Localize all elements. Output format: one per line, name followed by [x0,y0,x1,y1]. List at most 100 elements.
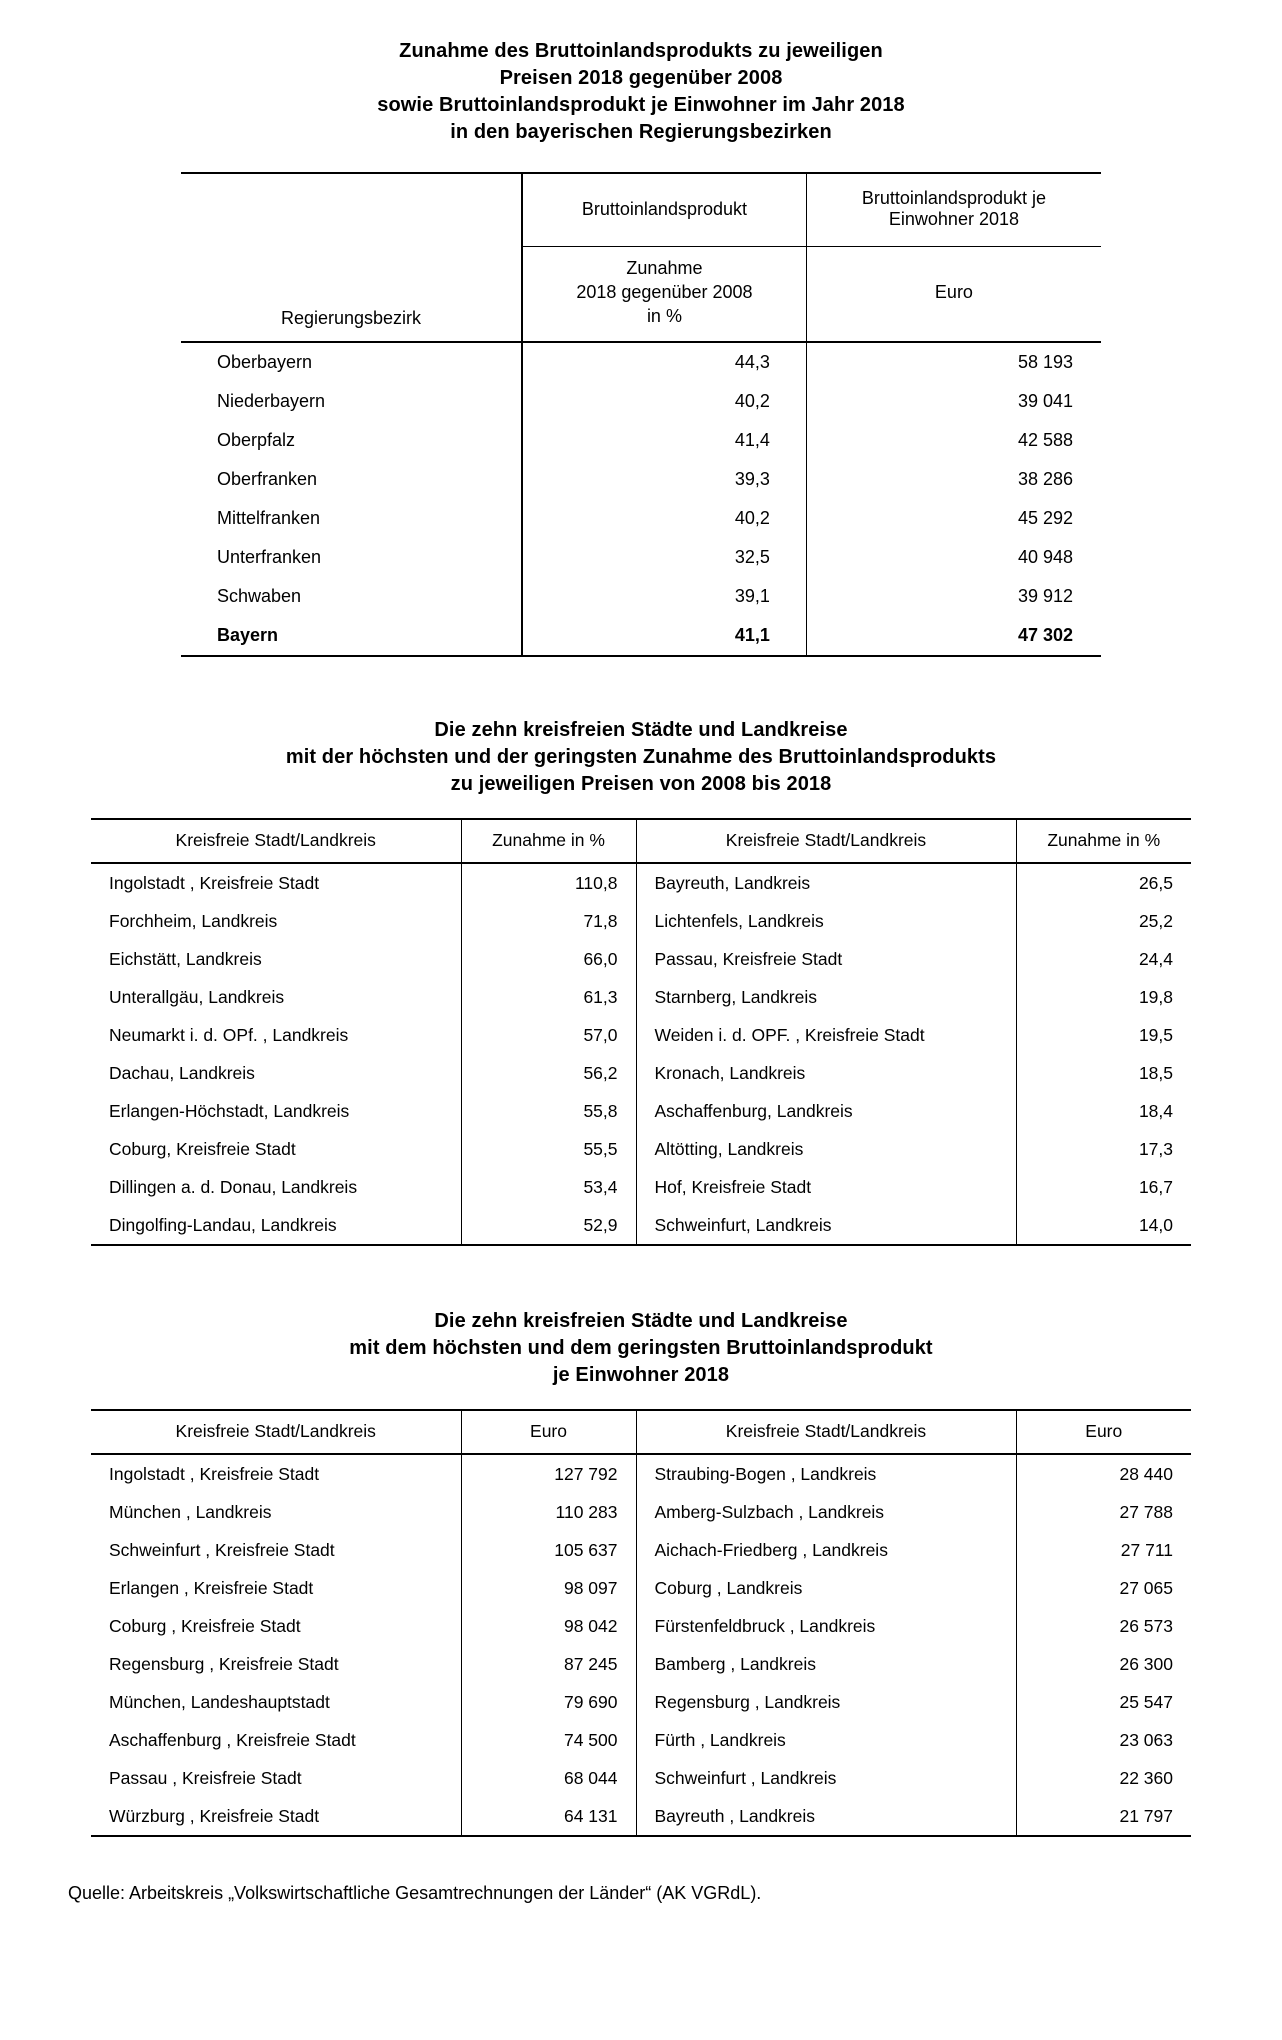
table2-cell-left-name: Dachau, Landkreis [109,1062,255,1083]
table2-header-row: Kreisfreie Stadt/Landkreis Zunahme in % … [91,818,1191,863]
table2-cell-left-name: Unterallgäu, Landkreis [109,986,285,1007]
table3-cell-right-value: 27 788 [1015,1493,1191,1531]
table3-cell-left-name: Aschaffenburg , Kreisfreie Stadt [109,1729,356,1750]
table2-header-left-name: Kreisfreie Stadt/Landkreis [91,818,461,863]
table1-cell-euro: 39 912 [805,577,1101,616]
table-row: Unterallgäu, Landkreis 61,3 Starnberg, L… [91,978,1191,1016]
table2-wrapper: Kreisfreie Stadt/Landkreis Zunahme in % … [91,818,1191,1246]
table2-cell-left-value: 55,8 [460,1092,636,1130]
table2-cell-right-value: 19,5 [1015,1016,1191,1054]
table1-header-row-1: Regierungsbezirk Bruttoinlandsprodukt Br… [181,172,1101,342]
table2-cell-right-value: 18,5 [1015,1054,1191,1092]
table1-header-bip-je-einwohner-line-1: Bruttoinlandsprodukt je [861,188,1046,208]
table2-title: Die zehn kreisfreien Städte und Landkrei… [0,717,1282,798]
table-row: Dingolfing-Landau, Landkreis 52,9 Schwei… [91,1206,1191,1246]
table2-cell-right-value: 25,2 [1015,902,1191,940]
table2-cell-left-value: 56,2 [460,1054,636,1092]
table3-header-left-name: Kreisfreie Stadt/Landkreis [91,1409,461,1454]
table1-cell-zunahme: 39,1 [520,577,807,616]
source-note: Quelle: Arbeitskreis „Volkswirtschaftlic… [68,1883,762,1903]
table-row: Schweinfurt , Kreisfreie Stadt 105 637 A… [91,1531,1191,1569]
table3-cell-left-value: 98 042 [460,1607,636,1645]
table3-cell-left-name: Coburg , Kreisfreie Stadt [109,1615,301,1636]
table2-cell-right-value: 17,3 [1015,1130,1191,1168]
table1-cell-euro: 58 193 [805,341,1101,382]
table1-cell-region: Oberpfalz [217,430,296,450]
table-row: Ingolstadt , Kreisfreie Stadt 127 792 St… [91,1453,1191,1493]
table3-header-left-value: Euro [460,1409,636,1454]
table3-cell-right-name: Regensburg , Landkreis [635,1683,1016,1721]
table2-cell-left-value: 61,3 [460,978,636,1016]
table-row: Forchheim, Landkreis 71,8 Lichtenfels, L… [91,902,1191,940]
spacer-after-table1 [0,657,1282,717]
table3-cell-right-value: 27 065 [1015,1569,1191,1607]
table3-cell-left-name: München, Landeshauptstadt [109,1691,330,1712]
table3-cell-right-value: 25 547 [1015,1683,1191,1721]
table1-cell-euro: 47 302 [805,616,1101,657]
table3-cell-left-name: Würzburg , Kreisfreie Stadt [91,1797,461,1837]
table3-cell-right-value: 21 797 [1015,1797,1191,1837]
table2-cell-right-name: Bayreuth, Landkreis [635,862,1016,902]
table2-title-line-2: mit der höchsten und der geringsten Zuna… [285,746,997,768]
table2-cell-left-value: 71,8 [460,902,636,940]
table2-cell-right-name: Altötting, Landkreis [635,1130,1016,1168]
table-row: Erlangen-Höchstadt, Landkreis 55,8 Ascha… [91,1092,1191,1130]
table1-cell-zunahme: 40,2 [520,499,807,538]
table2-cell-left-name: Erlangen-Höchstadt, Landkreis [109,1100,350,1121]
table3-cell-left-value: 64 131 [460,1797,636,1837]
table3-cell-left-value: 79 690 [460,1683,636,1721]
table1-cell-euro: 45 292 [805,499,1101,538]
table1-cell-region: Oberbayern [181,341,522,382]
table-row: Niederbayern 40,2 39 041 [181,382,1101,421]
table2-cell-right-name: Starnberg, Landkreis [635,978,1016,1016]
table1-wrapper: Regierungsbezirk Bruttoinlandsprodukt Br… [181,172,1101,657]
table2-cell-right-name: Schweinfurt, Landkreis [635,1206,1016,1246]
table1-header-zunahme-line-2: 2018 gegenüber 2008 [576,282,753,302]
table2-cell-right-value: 18,4 [1015,1092,1191,1130]
table2-cell-left-name: Dillingen a. d. Donau, Landkreis [109,1176,358,1197]
table2-header-right-name: Kreisfreie Stadt/Landkreis [635,818,1016,863]
table3-cell-left-value: 98 097 [460,1569,636,1607]
table-row: Oberpfalz 41,4 42 588 [181,421,1101,460]
table-bip-je-einwohner-top-bottom-ten: Kreisfreie Stadt/Landkreis Euro Kreisfre… [91,1409,1191,1837]
table-row: Mittelfranken 40,2 45 292 [181,499,1101,538]
table1-header-regierungsbezirk: Regierungsbezirk [181,172,522,342]
table2-cell-right-value: 19,8 [1015,978,1191,1016]
table3-cell-left-value: 105 637 [460,1531,636,1569]
table3-cell-left-name: Passau , Kreisfreie Stadt [109,1767,302,1788]
table3-header-right-name: Kreisfreie Stadt/Landkreis [635,1409,1016,1454]
table-row: Regensburg , Kreisfreie Stadt 87 245 Bam… [91,1645,1191,1683]
table1-title-line-1: Zunahme des Bruttoinlandsprodukts zu jew… [399,40,883,62]
table2-cell-left-value: 66,0 [460,940,636,978]
table3-cell-right-name: Coburg , Landkreis [635,1569,1016,1607]
table1-header-zunahme-line-3: in % [646,306,682,326]
table2-cell-left-name: Eichstätt, Landkreis [109,948,262,969]
table3-header-right-value: Euro [1015,1409,1191,1454]
table1-header-bip-je-einwohner: Bruttoinlandsprodukt je Einwohner 2018 [805,172,1101,247]
table2-header-right-value: Zunahme in % [1015,818,1191,863]
table1-header-row-2: Zunahme 2018 gegenüber 2008 in % Euro [181,246,1101,342]
table3-cell-right-value: 27 711 [1015,1531,1191,1569]
spacer-after-table2 [0,1246,1282,1308]
table-zunahme-top-bottom-ten: Kreisfreie Stadt/Landkreis Zunahme in % … [91,818,1191,1246]
table1-cell-zunahme: 44,3 [520,341,807,382]
table2-cell-left-name: Neumarkt i. d. OPf. , Landkreis [109,1024,349,1045]
table-row: Würzburg , Kreisfreie Stadt 64 131 Bayre… [91,1797,1191,1837]
table2-cell-right-value: 24,4 [1015,940,1191,978]
table3-cell-right-value: 23 063 [1015,1721,1191,1759]
table2-cell-left-name: Ingolstadt , Kreisfreie Stadt [91,862,461,902]
table3-cell-left-value: 74 500 [460,1721,636,1759]
table1-title-line-2: Preisen 2018 gegenüber 2008 [499,67,783,89]
table2-cell-right-name: Hof, Kreisfreie Stadt [635,1168,1016,1206]
table2-header-left-value: Zunahme in % [460,818,636,863]
table3-cell-left-value: 87 245 [460,1645,636,1683]
table-row: Coburg , Kreisfreie Stadt 98 042 Fürsten… [91,1607,1191,1645]
table3-cell-right-value: 28 440 [1015,1453,1191,1493]
table-row: Schwaben 39,1 39 912 [181,577,1101,616]
table3-title: Die zehn kreisfreien Städte und Landkrei… [0,1308,1282,1389]
spacer-after-table2-title [0,798,1282,818]
table1-cell-region: Mittelfranken [217,508,321,528]
table1-total-row: Bayern 41,1 47 302 [181,616,1101,657]
table-regierungsbezirke: Regierungsbezirk Bruttoinlandsprodukt Br… [181,172,1101,657]
table3-header-row: Kreisfreie Stadt/Landkreis Euro Kreisfre… [91,1409,1191,1454]
